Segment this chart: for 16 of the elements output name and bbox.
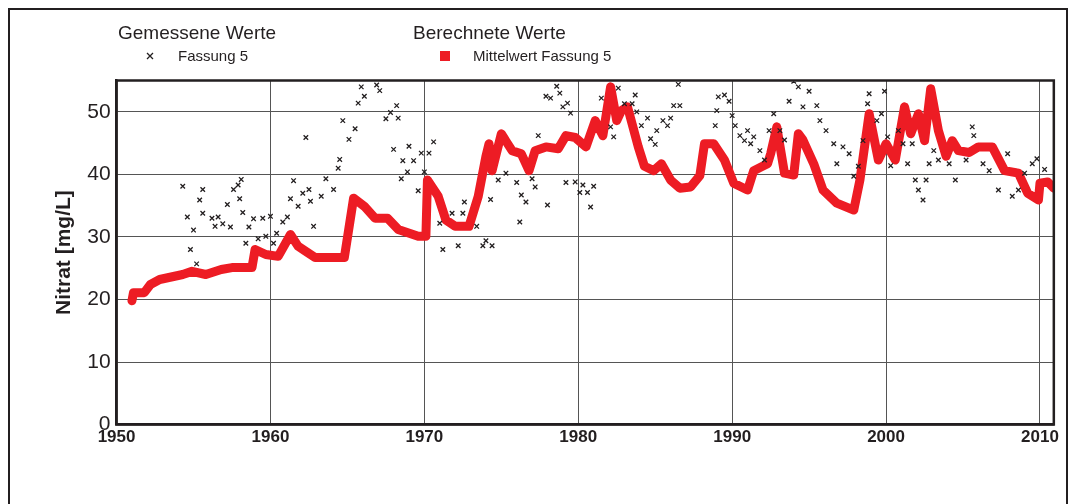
- x-tick-label: 2010: [1021, 427, 1059, 447]
- y-axis-title: Nitrat [mg/L]: [51, 190, 75, 316]
- y-tick-label: 50: [87, 98, 111, 122]
- text: Gemessene Werte: [118, 22, 278, 44]
- text: Berechnete Werte: [413, 22, 567, 44]
- x-tick-label: 2000: [867, 427, 905, 447]
- x-tick-label: 1980: [559, 427, 598, 447]
- legend-label: Mittelwert Fassung 5: [473, 47, 612, 64]
- legend-label: Fassung 5: [178, 47, 249, 64]
- y-tick-label: 40: [87, 161, 111, 185]
- x-tick-label: 1990: [713, 427, 752, 447]
- y-tick-label: 20: [87, 286, 111, 310]
- y-tick-label: 10: [87, 348, 111, 372]
- x-tick-label: 1960: [251, 427, 290, 447]
- y-tick-label: 30: [87, 223, 111, 247]
- x-tick-label: 1970: [405, 427, 444, 447]
